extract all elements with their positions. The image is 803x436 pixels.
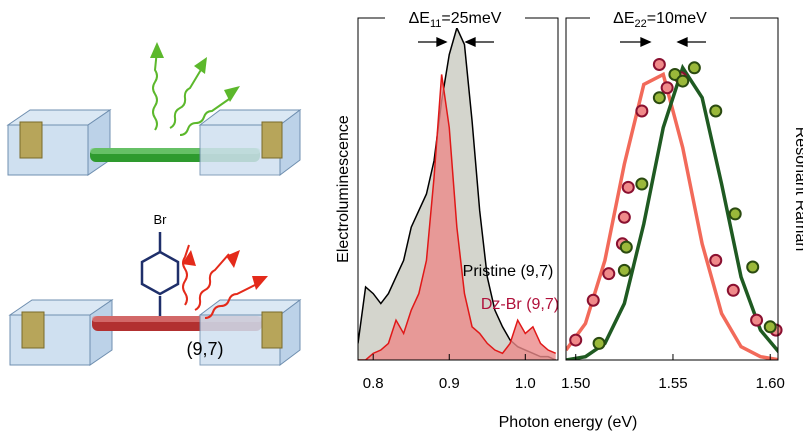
- annotation-rest: =25meV: [441, 10, 501, 27]
- y-axis-label: Electroluminescence: [335, 115, 352, 263]
- point: [621, 180, 635, 194]
- point: [619, 240, 633, 254]
- point: [660, 81, 674, 95]
- x-tick-label: 1.0: [515, 375, 536, 392]
- arrow-head: [464, 36, 476, 48]
- point: [676, 74, 690, 88]
- fit-line: [566, 71, 778, 360]
- point: [617, 263, 631, 277]
- arrow-head: [640, 36, 652, 48]
- point: [726, 283, 740, 297]
- annotation-sub: 11: [430, 18, 441, 30]
- point: [709, 253, 723, 267]
- x-tick-label: 1.60: [756, 375, 785, 392]
- annotation-arrows: [418, 36, 494, 48]
- annotation-bg: [590, 6, 730, 28]
- point: [652, 57, 666, 71]
- point: [687, 61, 701, 75]
- y-axis-label: Resonant Raman: [792, 127, 803, 252]
- point: [709, 104, 723, 118]
- point: [635, 177, 649, 191]
- point: [746, 260, 760, 274]
- area: [358, 74, 556, 360]
- annotation-arrows: [620, 36, 706, 48]
- x-tick-label: 1.50: [561, 375, 590, 392]
- chart-0: Pristine (9,7) Dz-Br (9,7) Electroluminesc…: [335, 17, 638, 431]
- point: [728, 207, 742, 221]
- point: [763, 320, 777, 334]
- point: [652, 91, 666, 105]
- area: [358, 27, 556, 360]
- substituent-label: Br: [154, 212, 168, 227]
- point: [586, 293, 600, 307]
- legend-label: Dz-Br (9,7): [481, 296, 559, 313]
- point: [569, 333, 583, 347]
- point: [617, 210, 631, 224]
- annotation: ΔE22=10meV: [613, 10, 707, 30]
- annotation-rest: =10meV: [647, 10, 707, 27]
- x-tick-label: 0.9: [439, 375, 460, 392]
- x-tick-label: 0.8: [363, 375, 384, 392]
- point: [592, 336, 606, 350]
- plot-area: [566, 63, 778, 360]
- line: [358, 74, 557, 360]
- annotation-sub: 22: [635, 18, 647, 30]
- x-axis-label: Photon energy (eV): [499, 414, 638, 431]
- point: [635, 104, 649, 118]
- legend-label: Pristine (9,7): [463, 263, 554, 280]
- annotation-text: ΔE: [409, 10, 430, 27]
- point: [750, 313, 764, 327]
- point: [602, 267, 616, 281]
- arrow-head: [436, 36, 448, 48]
- annotation: ΔE11=25meV: [409, 10, 502, 30]
- annotation-bg: [385, 6, 525, 28]
- chart-1: Resonant Raman 1.50 1.55 1.60: [561, 17, 803, 392]
- schematic: Br (9,7): [6, 42, 302, 366]
- chirality-label: (9,7): [186, 339, 223, 359]
- arrow-head: [676, 36, 688, 48]
- x-tick-label: 1.55: [658, 375, 687, 392]
- annotation-text: ΔE: [613, 10, 634, 27]
